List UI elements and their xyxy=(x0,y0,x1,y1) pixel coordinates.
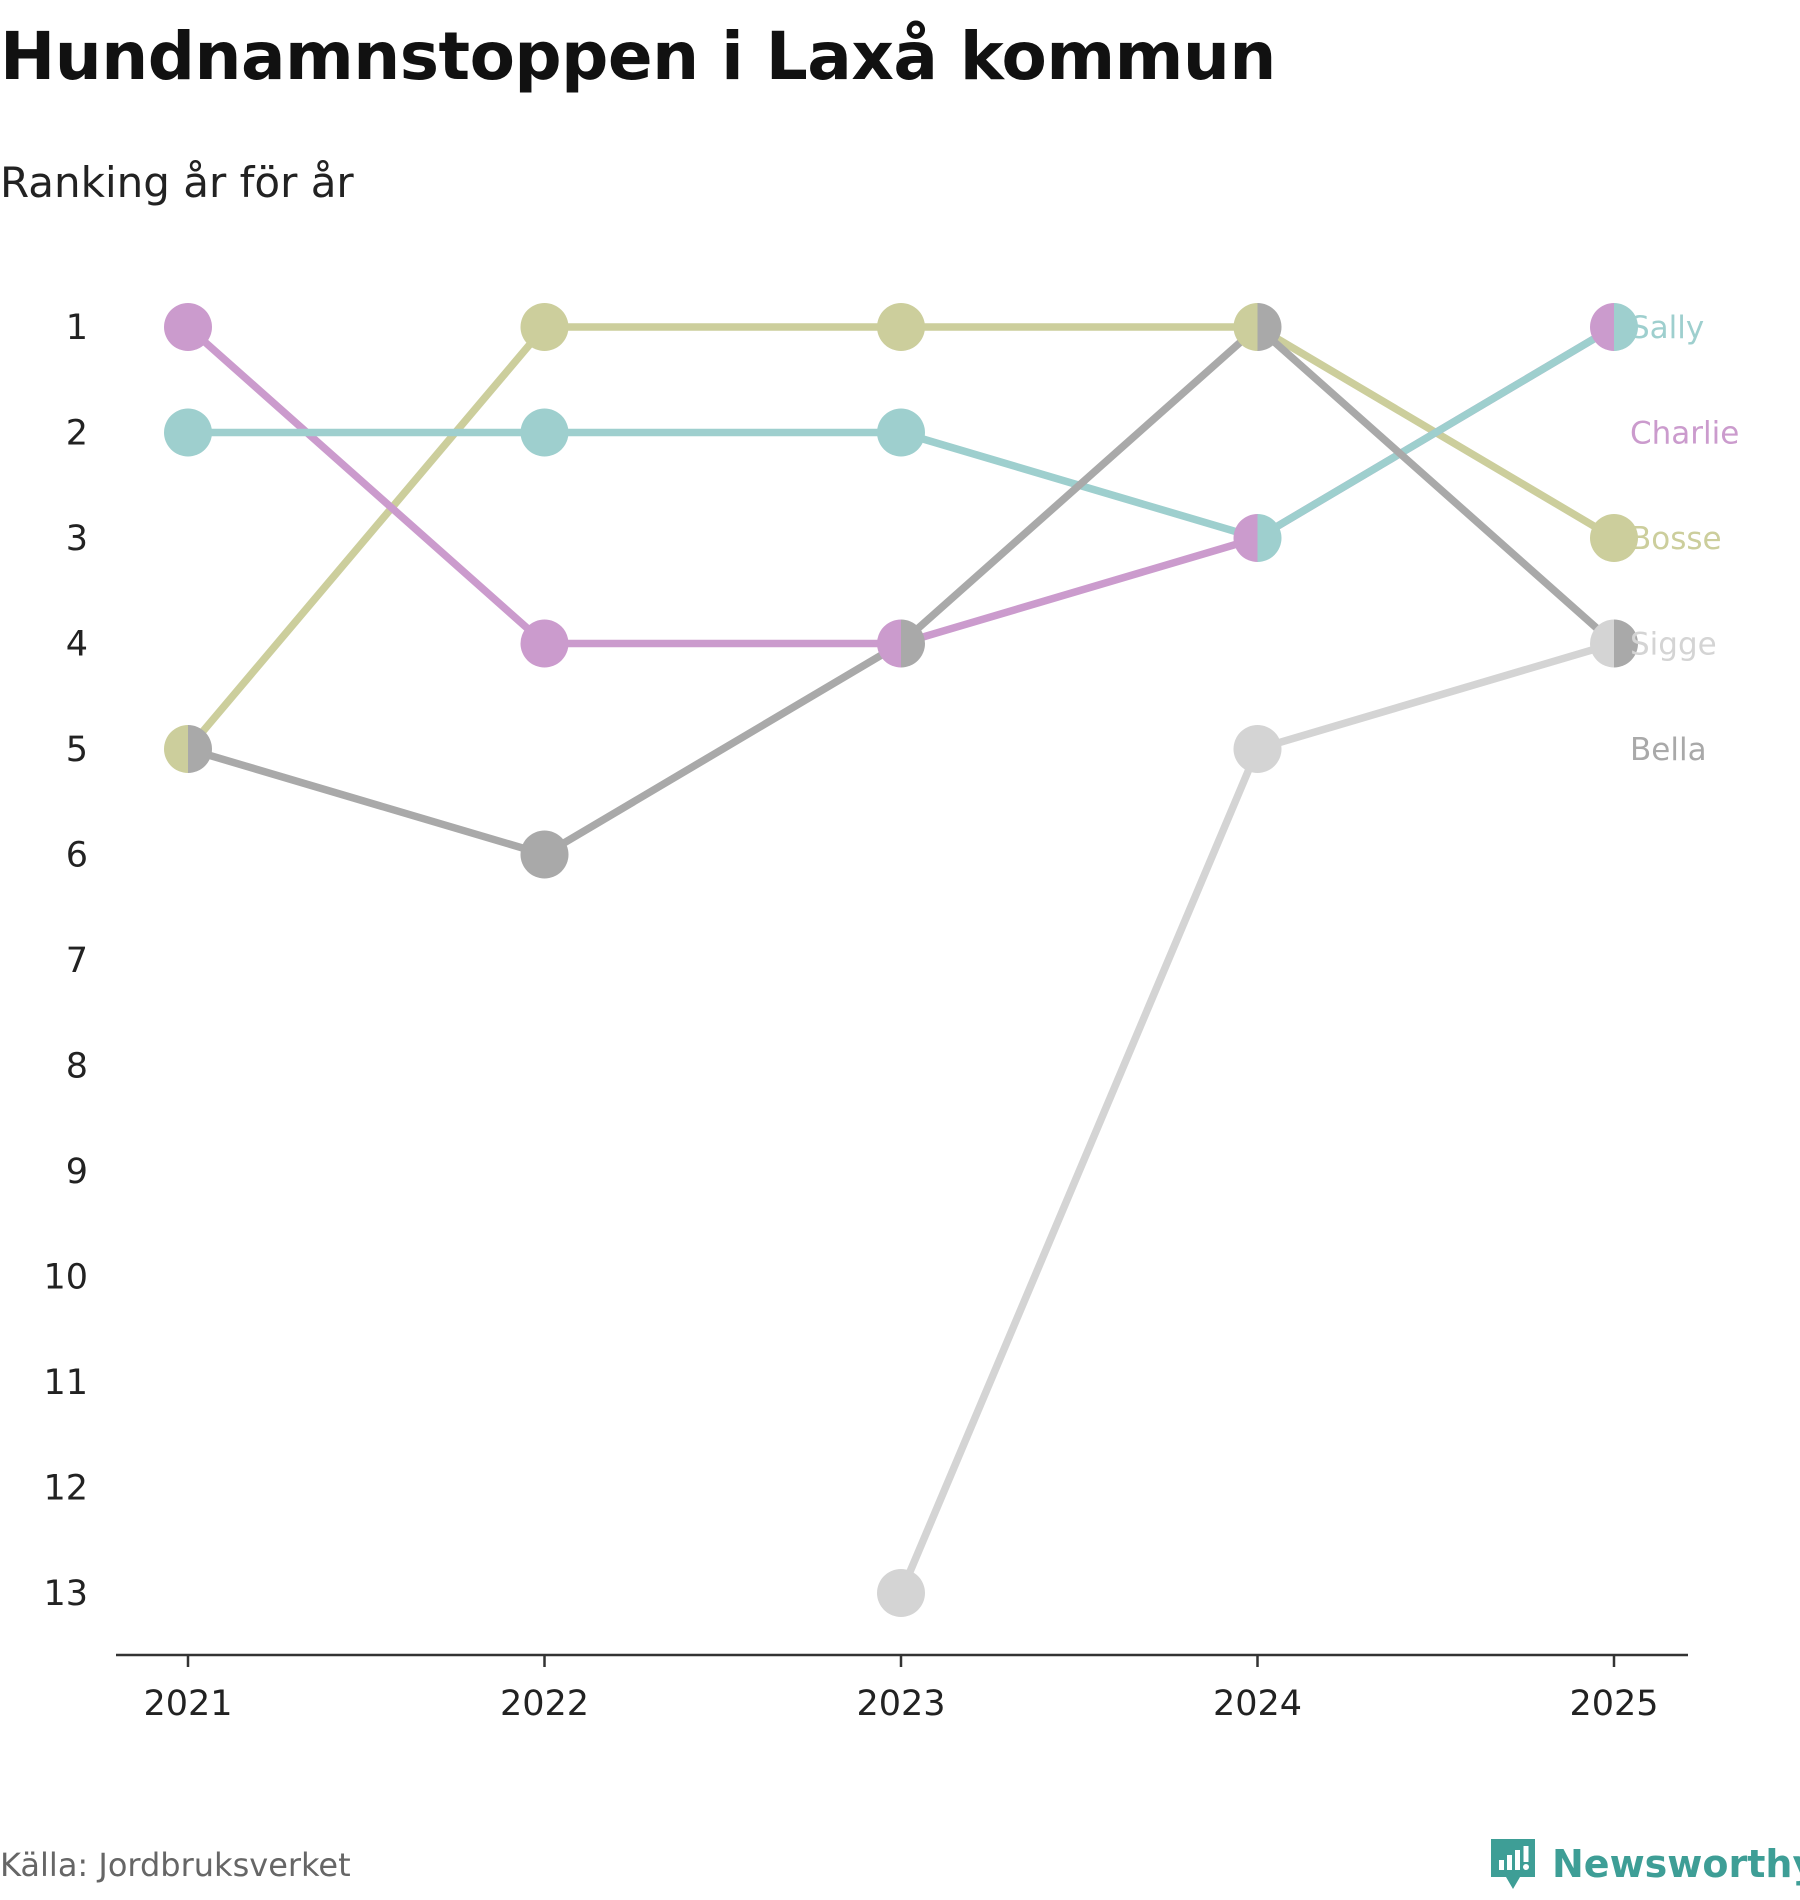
series-label-sigge: Sigge xyxy=(1630,627,1717,663)
source-note: Källa: Jordbruksverket xyxy=(0,1846,351,1884)
series-label-sally: Sally xyxy=(1630,310,1704,346)
y-tick-label-6: 6 xyxy=(66,836,88,876)
y-tick-label-12: 12 xyxy=(43,1469,88,1509)
marker-bosse-2022 xyxy=(520,303,569,351)
y-tick-label-11: 11 xyxy=(43,1363,88,1403)
marker-bella-2024 xyxy=(1257,303,1282,351)
series-label-bella: Bella xyxy=(1630,732,1707,768)
y-tick-label-4: 4 xyxy=(66,625,88,665)
x-axis: 2021 2022 2023 2024 2025 xyxy=(116,1653,1688,1724)
marker-sigge-2023 xyxy=(877,1569,925,1617)
x-tick-label-2021: 2021 xyxy=(143,1684,232,1724)
chart-title: Hundnamnstoppen i Laxå kommun xyxy=(0,18,1276,95)
series-label-charlie: Charlie xyxy=(1630,416,1739,452)
marker-sally-2022 xyxy=(520,408,569,457)
series-label-bosse: Bosse xyxy=(1630,521,1722,557)
marker-sally-2025 xyxy=(1614,303,1638,351)
series-line-bosse xyxy=(184,323,1618,753)
marker-bella-2021 xyxy=(188,725,212,773)
x-tick-label-2022: 2022 xyxy=(500,1684,589,1724)
marker-bella-2023 xyxy=(901,619,925,668)
series-labels: Sally Charlie Bosse Sigge Bella xyxy=(1630,310,1739,768)
series-lines xyxy=(184,323,1618,1597)
marker-sigge-2024 xyxy=(1233,725,1282,773)
x-tick-label-2025: 2025 xyxy=(1569,1684,1658,1724)
marker-charlie-2021 xyxy=(164,303,212,351)
marker-charlie-2022 xyxy=(520,619,569,668)
marker-bosse-2021 xyxy=(164,725,188,773)
y-tick-label-13: 13 xyxy=(43,1574,88,1614)
series-line-sigge xyxy=(897,639,1618,1597)
marker-sigge-2025 xyxy=(1590,619,1614,668)
x-tick-label-2023: 2023 xyxy=(856,1684,945,1724)
y-tick-label-8: 8 xyxy=(66,1047,88,1087)
y-tick-label-5: 5 xyxy=(66,730,88,770)
marker-sally-2021 xyxy=(164,408,212,457)
marker-charlie-2024 xyxy=(1233,514,1258,562)
y-tick-label-2: 2 xyxy=(66,414,88,454)
marker-sally-2023 xyxy=(877,408,925,457)
y-tick-label-1: 1 xyxy=(66,308,88,348)
y-tick-label-7: 7 xyxy=(66,941,88,981)
marker-bella-2022 xyxy=(520,830,569,879)
y-tick-label-10: 10 xyxy=(43,1258,88,1298)
marker-bosse-2025 xyxy=(1590,514,1638,562)
marker-sally-2024 xyxy=(1257,514,1282,562)
x-tick-label-2024: 2024 xyxy=(1213,1684,1302,1724)
y-tick-label-3: 3 xyxy=(66,519,88,559)
newsworthy-logo[interactable]: Newsworthy xyxy=(1488,1836,1800,1892)
y-tick-label-9: 9 xyxy=(66,1152,88,1192)
marker-bella-2025 xyxy=(1614,619,1638,668)
marker-charlie-2025 xyxy=(1590,303,1614,351)
series-line-charlie xyxy=(184,323,1618,648)
marker-bosse-2024 xyxy=(1233,303,1258,351)
markers xyxy=(164,303,1638,1617)
chart-subtitle: Ranking år för år xyxy=(0,158,354,207)
series-line-bella xyxy=(184,323,1618,859)
brand-name: Newsworthy xyxy=(1552,1842,1800,1886)
marker-bosse-2023 xyxy=(877,303,925,351)
newsworthy-logo-icon xyxy=(1491,1839,1535,1889)
marker-charlie-2023 xyxy=(877,619,901,668)
